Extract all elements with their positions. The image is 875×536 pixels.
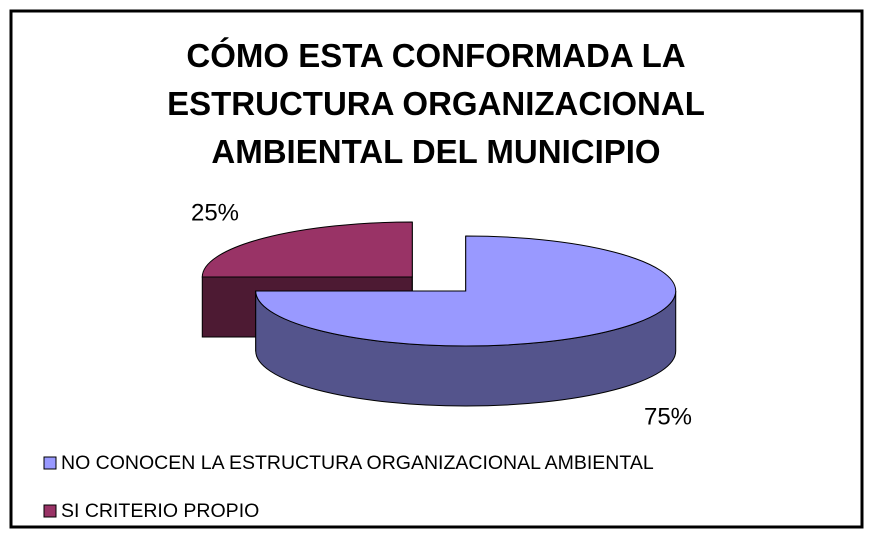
chart-title: CÓMO ESTA CONFORMADA LA ESTRUCTURA ORGAN…: [167, 37, 705, 170]
legend-label: SI CRITERIO PROPIO: [61, 500, 259, 522]
data-label: 25%: [191, 199, 239, 226]
data-label: 75%: [644, 403, 692, 430]
legend-label: NO CONOCEN LA ESTRUCTURA ORGANIZACIONAL …: [61, 452, 654, 474]
legend-swatch: [43, 504, 57, 518]
pie-slice: [201, 221, 413, 278]
pie-slice: [255, 235, 677, 347]
legend-swatch: [43, 456, 57, 470]
chart-frame: [9, 9, 864, 529]
